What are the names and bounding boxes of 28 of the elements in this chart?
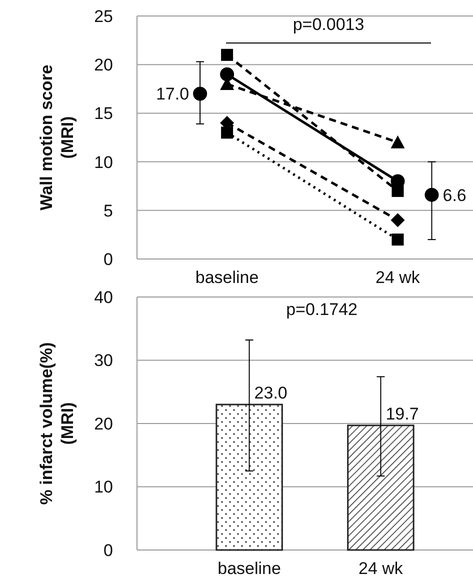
y-axis-title: % infarct volume(%) (MRI) bbox=[37, 342, 77, 505]
y-axis-title: Wall motion score (MRI) bbox=[37, 64, 77, 210]
data-label: 19.7 bbox=[386, 404, 419, 424]
y-tick-label: 10 bbox=[94, 152, 113, 172]
x-tick-label: 24 wk bbox=[358, 559, 404, 578]
data-label: 23.0 bbox=[254, 384, 288, 403]
x-tick-label: 24 wk bbox=[376, 268, 420, 287]
point bbox=[221, 126, 234, 139]
y-tick-label: 20 bbox=[94, 56, 113, 75]
y-tick-label: 40 bbox=[94, 288, 113, 307]
point bbox=[221, 48, 234, 61]
y-tick-label: 0 bbox=[104, 540, 113, 560]
y-tick-label: 30 bbox=[94, 351, 113, 370]
y-tick-label: 20 bbox=[94, 414, 113, 434]
annotation: p=0.1742 bbox=[286, 300, 358, 319]
x-tick-label: baseline bbox=[218, 559, 281, 578]
point bbox=[390, 213, 405, 228]
annotation: p=0.0013 bbox=[292, 15, 364, 34]
point bbox=[392, 234, 404, 246]
y-tick-label: 5 bbox=[104, 201, 113, 220]
x-tick-label: baseline bbox=[195, 268, 259, 287]
y-tick-label: 0 bbox=[104, 250, 113, 269]
y-tick-label: 25 bbox=[94, 6, 113, 26]
point bbox=[392, 184, 404, 197]
data-label: 6.6 bbox=[442, 186, 466, 205]
y-tick-label: 10 bbox=[94, 478, 113, 497]
data-label: 17.0 bbox=[156, 84, 190, 104]
y-tick-label: 15 bbox=[94, 104, 113, 124]
